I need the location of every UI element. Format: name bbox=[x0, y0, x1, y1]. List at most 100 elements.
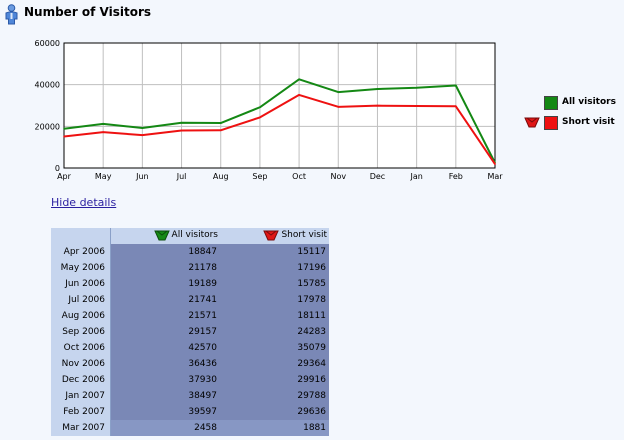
cell-short-visit: 35079 bbox=[220, 340, 329, 356]
x-tick-label: Jan bbox=[409, 172, 422, 181]
x-tick-label: May bbox=[95, 172, 112, 181]
x-tick-label: Mar bbox=[487, 172, 503, 181]
x-tick-label: Jul bbox=[176, 172, 187, 181]
data-point bbox=[102, 131, 104, 133]
cell-short-visit: 24283 bbox=[220, 324, 329, 340]
legend-swatch bbox=[544, 116, 558, 130]
data-point bbox=[180, 121, 183, 124]
x-tick-label: Sep bbox=[252, 172, 267, 181]
visitors-line-chart: 0 20000 40000 60000 Apr May Jun Jul Aug Sep Oct Nov… bbox=[35, 39, 504, 181]
x-tick-label: Apr bbox=[57, 172, 72, 181]
y-tick-label: 20000 bbox=[35, 122, 60, 131]
cell-all-visitors: 19189 bbox=[110, 276, 220, 292]
table-row: Oct 2006 42570 35079 bbox=[51, 340, 329, 356]
data-point bbox=[494, 163, 496, 165]
table-row: Aug 2006 21571 18111 bbox=[51, 308, 329, 324]
data-point bbox=[455, 84, 457, 87]
data-point bbox=[298, 94, 300, 96]
cell-short-visit: 17978 bbox=[220, 292, 329, 308]
row-label: Mar 2007 bbox=[51, 420, 111, 436]
page-header: Number of Visitors bbox=[3, 3, 151, 25]
table-row: Sep 2006 29157 24283 bbox=[51, 324, 329, 340]
plot-frame bbox=[63, 42, 496, 169]
data-point bbox=[102, 123, 104, 125]
series-line-all-visitors bbox=[63, 78, 496, 164]
table-row: Feb 2007 39597 29636 bbox=[51, 404, 329, 420]
row-label: Jul 2006 bbox=[51, 292, 111, 308]
table-row: May 2006 21178 17196 bbox=[51, 260, 329, 276]
y-tick-label: 40000 bbox=[35, 81, 60, 90]
row-label: Apr 2006 bbox=[51, 244, 111, 260]
cell-short-visit: 29788 bbox=[220, 388, 329, 404]
row-label: Oct 2006 bbox=[51, 340, 111, 356]
details-table: All visitors Short visit Apr 2006 18847 15… bbox=[51, 228, 330, 436]
table-row: Jul 2006 21741 17978 bbox=[51, 292, 329, 308]
table-row: Dec 2006 37930 29916 bbox=[51, 372, 329, 388]
data-point bbox=[337, 106, 340, 108]
x-tick-label: Dec bbox=[370, 172, 385, 181]
data-point bbox=[455, 105, 457, 108]
cell-all-visitors: 29157 bbox=[110, 324, 220, 340]
cell-short-visit: 18111 bbox=[220, 308, 329, 324]
data-point bbox=[141, 127, 144, 129]
x-tick-label: Aug bbox=[213, 172, 229, 181]
legend-label: Short visit bbox=[562, 117, 615, 127]
cell-all-visitors: 42570 bbox=[110, 340, 220, 356]
table-row: Nov 2006 36436 29364 bbox=[51, 356, 329, 372]
data-point bbox=[259, 116, 261, 119]
row-label: Feb 2007 bbox=[51, 404, 111, 420]
data-point bbox=[141, 134, 144, 136]
row-label: Dec 2006 bbox=[51, 372, 111, 388]
x-tick-label: Feb bbox=[449, 172, 463, 181]
data-point bbox=[63, 135, 65, 138]
row-label: Jan 2007 bbox=[51, 388, 111, 404]
short-visit-icon bbox=[263, 230, 280, 240]
data-point bbox=[415, 86, 418, 89]
table-row: Jan 2007 38497 29788 bbox=[51, 388, 329, 404]
cell-all-visitors: 21178 bbox=[110, 260, 220, 276]
row-label: Sep 2006 bbox=[51, 324, 111, 340]
legend-swatch bbox=[544, 96, 558, 110]
data-point bbox=[298, 78, 300, 81]
cell-all-visitors: 18847 bbox=[110, 244, 220, 260]
page-title: Number of Visitors bbox=[24, 5, 152, 19]
table-row: Jun 2006 19189 15785 bbox=[51, 276, 329, 292]
legend-label: All visitors bbox=[562, 97, 616, 107]
cell-all-visitors: 21741 bbox=[110, 292, 220, 308]
data-point bbox=[337, 91, 340, 93]
y-tick-label: 60000 bbox=[35, 39, 60, 48]
row-label: Aug 2006 bbox=[51, 308, 111, 324]
cell-short-visit: 15785 bbox=[220, 276, 329, 292]
table-corner bbox=[51, 228, 111, 244]
cell-short-visit: 29636 bbox=[220, 404, 329, 420]
cell-short-visit: 17196 bbox=[220, 260, 329, 276]
x-tick-label: Nov bbox=[330, 172, 346, 181]
short-visit-icon bbox=[524, 117, 540, 128]
cell-all-visitors: 36436 bbox=[110, 356, 220, 372]
cell-short-visit: 29916 bbox=[220, 372, 329, 388]
x-tick-label: Oct bbox=[292, 172, 306, 181]
row-label: Jun 2006 bbox=[51, 276, 111, 292]
data-point bbox=[376, 88, 379, 90]
cell-short-visit: 29364 bbox=[220, 356, 329, 372]
data-point bbox=[219, 122, 222, 124]
data-point bbox=[376, 104, 379, 107]
cell-short-visit: 1881 bbox=[220, 420, 329, 436]
data-point bbox=[259, 106, 261, 109]
cell-all-visitors: 2458 bbox=[110, 420, 220, 436]
column-header-short-visit: Short visit bbox=[220, 228, 329, 244]
column-header-all-visitors: All visitors bbox=[110, 228, 220, 244]
data-point bbox=[180, 129, 183, 132]
table-row: Mar 2007 2458 1881 bbox=[51, 420, 329, 436]
cell-all-visitors: 37930 bbox=[110, 372, 220, 388]
row-label: Nov 2006 bbox=[51, 356, 111, 372]
hide-details-link[interactable]: Hide details bbox=[51, 196, 117, 209]
data-point bbox=[415, 105, 418, 107]
series-line-short-visit bbox=[63, 93, 496, 165]
table-row: Apr 2006 18847 15117 bbox=[51, 244, 329, 260]
cell-all-visitors: 39597 bbox=[110, 404, 220, 420]
cell-all-visitors: 21571 bbox=[110, 308, 220, 324]
visitor-icon bbox=[5, 3, 18, 24]
cell-all-visitors: 38497 bbox=[110, 388, 220, 404]
x-tick-label: Jun bbox=[135, 172, 149, 181]
